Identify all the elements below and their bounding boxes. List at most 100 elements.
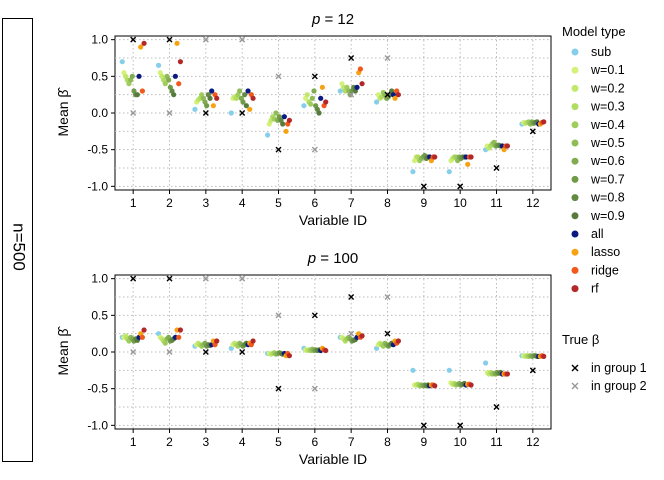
point-w-0_9	[243, 103, 249, 109]
true-beta-group2-marker	[311, 385, 318, 392]
y-tick-label: -1.0	[87, 179, 108, 193]
point-w-0_9	[171, 92, 177, 98]
legend-true-label: in group 2	[591, 379, 647, 393]
true-beta-group1-marker	[239, 349, 246, 355]
true-beta-group1-marker	[239, 110, 246, 116]
point-lasso	[210, 103, 216, 109]
point-rf	[286, 353, 292, 359]
y-tick-label: 0.5	[91, 69, 108, 83]
true-beta-group2-marker	[311, 146, 318, 153]
legend-key	[571, 194, 579, 202]
point-sub	[446, 169, 452, 175]
point-w-0_7	[204, 103, 210, 109]
legend-label: w=0.5	[590, 136, 625, 150]
chart-title: p = 12	[311, 11, 354, 28]
point-all	[245, 88, 251, 94]
point-w-0_9	[316, 110, 322, 116]
legend-label: w=0.7	[590, 172, 625, 186]
true-beta-group2-marker	[348, 91, 355, 98]
point-w-0_9	[134, 92, 140, 98]
x-tick-label: 6	[311, 435, 318, 449]
point-sub	[410, 169, 416, 175]
legend-label: w=0.2	[590, 81, 625, 95]
true-beta-group1-marker	[493, 404, 500, 410]
point-rf	[359, 333, 365, 339]
facet-strip: n=500	[2, 18, 33, 462]
point-lasso	[283, 128, 289, 134]
x-axis-label: Variable ID	[299, 212, 367, 228]
point-rf	[177, 59, 183, 65]
y-tick-label: -1.0	[87, 418, 108, 432]
point-sub	[228, 110, 234, 116]
panel-2: -1.0-0.50.00.51.01 2 3 4 5 6 7 8 9 10 11 12p = 100V…	[55, 250, 552, 467]
point-w-0_5	[273, 110, 279, 116]
point-lasso	[392, 95, 398, 101]
point-w-0_2	[304, 92, 310, 98]
x-tick-label: 8	[384, 435, 391, 449]
point-w-0_4	[162, 340, 168, 346]
point-w-0_8	[242, 92, 248, 98]
x-tick-label: 8	[384, 196, 391, 210]
legend-label: w=0.1	[590, 63, 625, 77]
x-tick-label: 11	[490, 196, 503, 210]
point-all	[354, 84, 360, 90]
point-sub	[119, 59, 125, 65]
point-sub	[410, 367, 416, 373]
legend-key	[571, 48, 579, 56]
true-beta-group1-marker	[529, 128, 536, 135]
point-rf	[432, 154, 438, 160]
y-axis-label: Mean β̂	[55, 326, 71, 376]
true-beta-group1-marker	[420, 183, 427, 190]
true-beta-group1-marker	[166, 275, 173, 282]
point-ridge	[176, 81, 182, 87]
true-beta-group1-marker	[275, 146, 282, 153]
true-beta-group2-marker	[275, 312, 282, 319]
legend-true-label: in group 1	[591, 361, 647, 375]
legend-label: w=0.9	[590, 209, 625, 223]
true-beta-group1-marker	[166, 36, 173, 43]
legend-key	[571, 285, 579, 293]
point-rf	[395, 338, 401, 344]
x-tick-label: 11	[490, 435, 503, 449]
point-w-0_9	[207, 95, 213, 101]
point-w-0_5	[309, 95, 315, 101]
point-rf	[468, 154, 474, 160]
point-w-0_7	[240, 99, 246, 105]
point-rf	[250, 95, 256, 101]
true-beta-group2-marker	[275, 73, 282, 80]
point-ridge	[357, 66, 363, 72]
legend-label: all	[591, 227, 604, 241]
x-tick-label: 9	[420, 196, 427, 210]
point-ridge	[139, 88, 145, 94]
point-w-0_4	[162, 81, 168, 87]
y-tick-label: -0.5	[87, 143, 108, 157]
point-w-0_9	[280, 121, 286, 127]
legend-key	[571, 212, 579, 220]
point-sub	[301, 103, 307, 109]
point-lasso	[465, 161, 471, 167]
x-tick-label: 3	[202, 435, 209, 449]
point-rf	[141, 327, 147, 333]
point-all	[172, 73, 178, 79]
point-rf	[541, 119, 547, 125]
true-beta-group2-marker	[348, 330, 355, 337]
true-beta-group1-marker	[420, 422, 427, 429]
true-beta-group2-marker	[384, 294, 391, 300]
true-beta-group1-marker	[457, 183, 464, 190]
legend: Model type sub w=0.1 w=0.2 w=0.3 w=0.4 w=0.5 w=…	[562, 24, 647, 393]
y-tick-label: 0.5	[91, 308, 108, 322]
x-tick-label: 6	[311, 196, 318, 210]
chart-title: p = 100	[307, 250, 358, 267]
true-beta-group2-marker	[384, 55, 391, 61]
legend-key	[571, 175, 579, 183]
point-rf	[250, 338, 256, 344]
point-lasso	[138, 44, 144, 50]
true-beta-group2-marker	[202, 36, 209, 43]
true-beta-group1-marker	[202, 110, 209, 116]
true-beta-group2-marker	[130, 349, 137, 355]
point-rf	[214, 95, 220, 101]
legend-label: w=0.8	[590, 191, 625, 205]
legend-true-key	[571, 364, 579, 372]
point-w-0_6	[166, 77, 172, 83]
